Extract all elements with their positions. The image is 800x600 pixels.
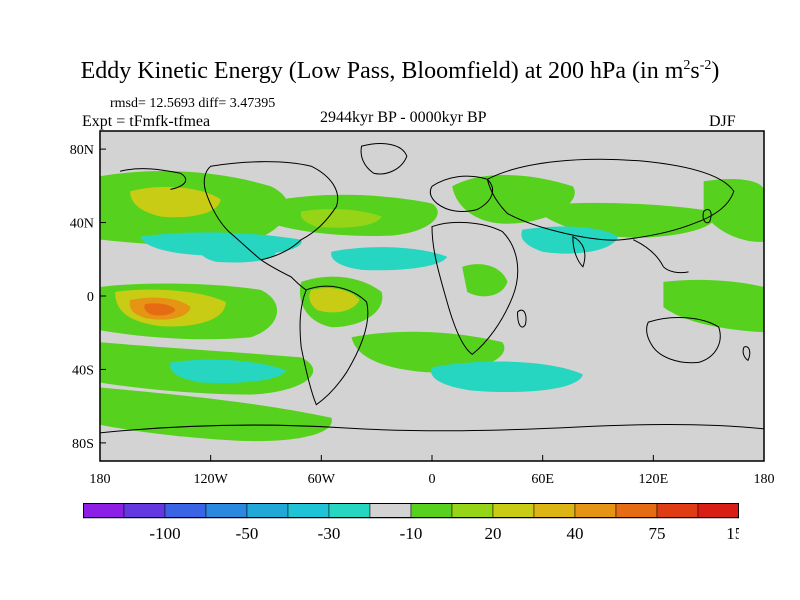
colorbar-cell bbox=[123, 503, 166, 519]
x-tick-label: 120E bbox=[638, 471, 668, 487]
colorbar-cell bbox=[205, 503, 248, 519]
colorbar-cell bbox=[83, 503, 125, 519]
colorbar-cell bbox=[410, 503, 453, 519]
colorbar: -100 -50 -30 -10 20 40 75 150 bbox=[83, 503, 739, 543]
colorbar-cell bbox=[328, 503, 371, 519]
coast-north-america bbox=[203, 161, 339, 261]
colorbar-label: -10 bbox=[400, 524, 423, 543]
x-tick-label: 180 bbox=[753, 471, 774, 487]
field-west-pacific-band bbox=[703, 178, 765, 242]
stats-text: rmsd= 12.5693 diff= 3.47395 bbox=[110, 96, 276, 111]
field-north-pacific-neg bbox=[200, 247, 277, 263]
coast-japan bbox=[702, 209, 712, 224]
colorbar-frame bbox=[83, 503, 739, 518]
colorbar-cell bbox=[451, 503, 494, 519]
period-label: 2944kyr BP - 0000kyr BP bbox=[320, 109, 487, 126]
field-southern-indian-neg bbox=[431, 361, 583, 393]
coast-antarctica bbox=[99, 424, 765, 434]
coast-australia bbox=[646, 317, 721, 364]
colorbar-cell bbox=[492, 503, 535, 519]
colorbar-labels: -100 -50 -30 -10 20 40 75 150 bbox=[149, 524, 739, 543]
colorbar-label: -100 bbox=[149, 524, 180, 543]
field-equatorial-peak bbox=[144, 303, 176, 316]
x-tick-label: 60W bbox=[308, 471, 336, 487]
colorbar-label: 40 bbox=[567, 524, 584, 543]
colorbar-label: 150 bbox=[726, 524, 739, 543]
colorbar-label: -50 bbox=[236, 524, 259, 543]
y-tick-label: 0 bbox=[87, 289, 94, 305]
field-west-pacific-south bbox=[663, 279, 765, 333]
coast-india bbox=[572, 235, 586, 268]
tick-marks bbox=[99, 148, 765, 461]
coast-new-zealand bbox=[742, 346, 751, 362]
y-tick-label: 40N bbox=[70, 216, 94, 232]
coast-south-america bbox=[299, 285, 369, 406]
colorbar-cell bbox=[574, 503, 617, 519]
colorbar-label: 20 bbox=[485, 524, 502, 543]
coast-southeast-asia bbox=[633, 239, 689, 274]
x-tick-label: 120W bbox=[193, 471, 228, 487]
field-indian-ocean bbox=[351, 331, 505, 373]
y-tick-label: 80N bbox=[70, 142, 94, 158]
coast-asia bbox=[486, 158, 735, 241]
experiment-label: Expt = tFmfk-tfmea bbox=[82, 113, 211, 130]
field-middle-east-neg bbox=[521, 226, 619, 254]
y-tick-label: 80S bbox=[72, 436, 94, 452]
x-tick-label: 0 bbox=[428, 471, 435, 487]
coast-central-america bbox=[260, 259, 307, 291]
coast-alaska bbox=[119, 168, 187, 190]
x-tick-label: 180 bbox=[89, 471, 110, 487]
field-subtropical-atlantic-neg bbox=[331, 247, 448, 271]
coastlines bbox=[99, 143, 765, 434]
coast-africa bbox=[431, 221, 519, 355]
colorbar-label: -30 bbox=[318, 524, 341, 543]
colorbar-cell bbox=[697, 503, 739, 519]
coast-greenland bbox=[360, 143, 408, 175]
field-south-pacific-neg bbox=[170, 359, 287, 384]
colorbar-cell bbox=[246, 503, 289, 519]
coast-madagascar bbox=[517, 309, 527, 328]
chart-title: Eddy Kinetic Energy (Low Pass, Bloomfiel… bbox=[80, 58, 720, 84]
field-atlantic-max bbox=[309, 287, 360, 313]
colorbar-cell bbox=[287, 503, 330, 519]
y-tick-label: 40S bbox=[72, 362, 94, 378]
eddy-energy-fields bbox=[99, 171, 765, 442]
map-panel: 180 120W 60W 0 60E 120E 180 80N 40N 0 40… bbox=[70, 130, 775, 487]
field-africa-blob bbox=[462, 264, 508, 297]
colorbar-cell bbox=[533, 503, 576, 519]
field-north-pacific-max bbox=[130, 186, 221, 218]
field-north-atlantic-max bbox=[300, 208, 382, 228]
colorbar-cell bbox=[369, 503, 412, 519]
colorbar-cell bbox=[615, 503, 658, 519]
colorbar-cells bbox=[83, 503, 739, 519]
coast-europe bbox=[429, 175, 494, 212]
colorbar-cell bbox=[164, 503, 207, 519]
x-tick-label: 60E bbox=[531, 471, 554, 487]
colorbar-cell bbox=[656, 503, 699, 519]
colorbar-label: 75 bbox=[649, 524, 666, 543]
season-label: DJF bbox=[709, 113, 736, 130]
